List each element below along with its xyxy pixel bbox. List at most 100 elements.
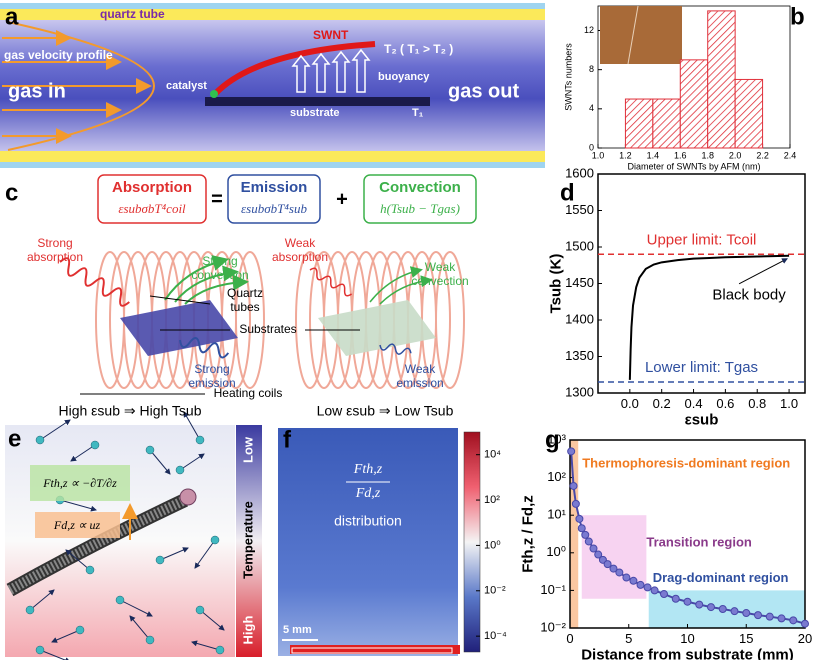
catalyst xyxy=(210,90,218,98)
data-point xyxy=(718,605,727,614)
temp-high: High xyxy=(240,616,255,645)
data-point xyxy=(571,499,580,508)
data-point xyxy=(622,573,631,582)
x-tick-label: 0.0 xyxy=(621,396,639,411)
molecule-velocity xyxy=(39,649,71,660)
molecule xyxy=(145,445,155,455)
x-tick-label: 2.4 xyxy=(784,150,797,160)
data-point xyxy=(801,619,809,628)
velocity-profile xyxy=(7,21,155,151)
buoyancy-arrows xyxy=(291,48,371,93)
label: Weak xyxy=(285,236,316,250)
y-tick-label: 12 xyxy=(584,25,594,35)
molecule xyxy=(195,605,205,615)
y-tick-label: 1450 xyxy=(565,275,594,290)
leader-lines xyxy=(80,295,360,395)
fraction-numerator: Fth,z xyxy=(353,462,383,477)
colorbar-tick-label: 10⁰ xyxy=(484,539,501,551)
thermophoresis-box xyxy=(30,465,130,501)
label: Strong xyxy=(194,362,229,376)
drag-formula: Fd,z ∝ uz xyxy=(53,518,101,532)
reference-label: Lower limit: Tgas xyxy=(645,359,758,376)
x-axis-label: Diameter of SWNTs by AFM (nm) xyxy=(627,161,760,171)
bar xyxy=(679,59,709,149)
label-buoyancy: buoyancy xyxy=(378,71,430,83)
panel-label: b xyxy=(790,3,805,30)
x-tick-label: 2.2 xyxy=(756,150,769,160)
data-point xyxy=(581,530,590,539)
molecule xyxy=(25,605,35,615)
coil xyxy=(435,251,465,389)
molecule-velocity xyxy=(51,629,81,643)
swnt xyxy=(212,41,376,97)
region xyxy=(570,440,579,628)
label-swnt: SWNT xyxy=(313,28,349,42)
y-tick-label: 1600 xyxy=(565,165,594,180)
molecule-velocity xyxy=(149,449,171,475)
bar xyxy=(734,78,764,149)
temp-low: Low xyxy=(240,436,255,463)
f-substrate xyxy=(291,647,453,654)
f-field xyxy=(278,428,458,656)
scale-label: 5 mm xyxy=(283,624,312,636)
x-tick-label: 0.4 xyxy=(684,396,702,411)
label: convection xyxy=(191,268,248,282)
drag-box xyxy=(35,512,120,538)
molecule xyxy=(75,625,85,635)
data-point xyxy=(730,607,739,616)
data-point xyxy=(567,447,576,456)
y-axis-label: SWNTs numbers xyxy=(564,43,574,111)
panel-f: Fth,z Fd,z distribution 5 mm xyxy=(278,428,481,656)
data-point xyxy=(660,590,668,599)
substrate-high xyxy=(120,300,238,356)
label: εsubσbT⁴coil xyxy=(118,201,186,216)
data-point xyxy=(569,481,578,490)
panel-label: a xyxy=(5,3,19,30)
label: + xyxy=(336,188,348,210)
f-distribution: distribution xyxy=(334,513,402,529)
label: tubes xyxy=(230,300,259,314)
molecule-velocity xyxy=(39,419,71,441)
data-point xyxy=(615,568,624,577)
data-point xyxy=(577,524,586,533)
data-point xyxy=(789,616,798,625)
data-point xyxy=(603,560,612,569)
y-axis-label: Tsub (K) xyxy=(547,254,564,314)
data-point xyxy=(742,609,751,618)
label-quartz-tube: quartz tube xyxy=(100,7,165,21)
x-tick-label: 5 xyxy=(625,631,632,646)
colorbar-tick-label: 10⁻⁴ xyxy=(484,630,507,642)
charts: 1.0 1.2 1.4 1.6 1.8 2.0 2.2 2.4 0 4 8 12 Diameter of… xyxy=(519,5,812,660)
data-point xyxy=(707,603,715,612)
data-point xyxy=(609,564,618,573)
temp-title: Temperature xyxy=(240,501,255,579)
label: Low εsub ⇒ Low Tsub xyxy=(317,403,454,419)
molecule xyxy=(155,555,165,565)
thermophoresis-formula: Fth,z ∝ −∂T/∂z xyxy=(42,476,117,490)
label-gas-in: gas in xyxy=(8,80,66,102)
label: Weak xyxy=(405,362,436,376)
molecule-velocity xyxy=(199,609,225,631)
panel-label: c xyxy=(5,179,18,206)
x-tick-label: 1.4 xyxy=(647,150,660,160)
substrate xyxy=(205,97,430,106)
data-point xyxy=(636,580,645,589)
label: = xyxy=(211,188,223,210)
emission-box xyxy=(227,174,321,224)
bar xyxy=(652,98,681,149)
x-axis-label: εsub xyxy=(685,411,719,428)
legend-leader xyxy=(738,258,788,285)
fraction-denominator: Fd,z xyxy=(355,486,381,501)
y-tick-label: 10² xyxy=(547,469,566,484)
y-tick-label: 1300 xyxy=(565,384,594,399)
f-hot-strip xyxy=(290,645,460,654)
y-tick-label: 10¹ xyxy=(547,507,566,522)
x-tick-label: 2.0 xyxy=(729,150,742,160)
convection-arrows-strong xyxy=(164,255,249,305)
x-tick-label: 1.8 xyxy=(701,150,714,160)
molecule-velocity xyxy=(129,615,151,641)
label-substrate: substrate xyxy=(290,107,340,119)
molecule xyxy=(85,565,95,575)
x-tick-label: 0.6 xyxy=(716,396,734,411)
